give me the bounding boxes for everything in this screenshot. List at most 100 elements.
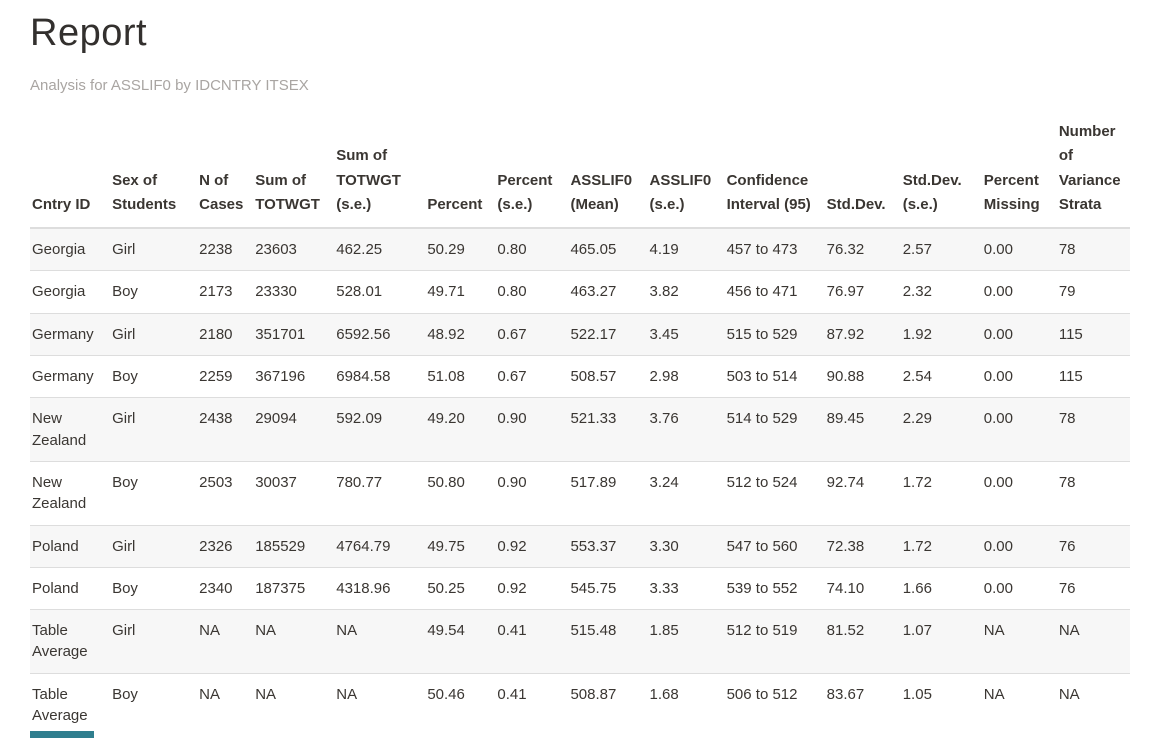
table-cell: 457 to 473 [724,227,825,271]
table-cell: 0.41 [495,672,569,737]
table-cell: 0.92 [495,524,569,568]
column-header: ASSLIF0 (Mean) [568,114,648,230]
table-cell: 539 to 552 [724,566,825,610]
table-cell: Girl [110,227,198,271]
table-cell: 0.80 [495,270,569,314]
table-cell: New Zealand [30,460,111,526]
table-cell: 0.00 [981,460,1057,526]
table-cell: 81.52 [824,609,901,674]
table-row: Georgia Boy 2173 23330 528.01 49.71 0.80 463.27… [30,270,1130,314]
table-cell: 0.00 [981,355,1057,398]
table-cell: Boy [110,355,198,398]
table-cell: Girl [110,312,198,356]
table-row: Table Average Boy NA NA NA 50.46 0.41 508.87 1.6… [30,672,1130,737]
table-cell: 1.07 [900,609,982,674]
table-cell: 87.92 [824,312,901,356]
table-cell: 521.33 [568,397,648,462]
table-cell: 2.57 [900,227,982,271]
table-cell: 0.67 [495,355,569,398]
table-cell: 506 to 512 [724,672,825,737]
table-cell: 76 [1056,524,1130,568]
column-header: Percent [425,114,496,230]
table-cell: NA [334,672,426,737]
table-cell: Poland [30,566,111,610]
table-cell: Germany [30,355,111,398]
table-cell: NA [981,672,1057,737]
table-row: Poland Girl 2326 185529 4764.79 49.75 0.92 553.… [30,524,1130,568]
table-row: Germany Girl 2180 351701 6592.56 48.92 0.67 522… [30,312,1130,356]
table-cell: 30037 [253,460,335,526]
table-cell: 351701 [253,312,335,356]
table-cell: 3.30 [647,524,725,568]
report-table: Cntry ID Sex of Students N of Cases Sum of … [30,114,1130,737]
table-cell: Girl [110,609,198,674]
table-cell: 23603 [253,227,335,271]
table-cell: Boy [110,566,198,610]
table-cell: 3.82 [647,270,725,314]
table-cell: NA [253,672,335,737]
table-cell: 6592.56 [334,312,426,356]
table-cell: 0.00 [981,270,1057,314]
table-cell: 0.00 [981,397,1057,462]
table-cell: 29094 [253,397,335,462]
table-row: Germany Boy 2259 367196 6984.58 51.08 0.67 508.… [30,355,1130,398]
table-cell: Georgia [30,270,111,314]
table-cell: 553.37 [568,524,648,568]
table-cell: 3.24 [647,460,725,526]
table-cell: 2259 [197,355,254,398]
table-cell: 4764.79 [334,524,426,568]
table-cell: 49.71 [425,270,496,314]
table-cell: NA [1056,672,1130,737]
table-cell: 3.33 [647,566,725,610]
table-cell: 0.80 [495,227,569,271]
table-cell: 0.00 [981,227,1057,271]
table-cell: 517.89 [568,460,648,526]
table-cell: 514 to 529 [724,397,825,462]
table-cell: 2238 [197,227,254,271]
table-cell: 2.54 [900,355,982,398]
column-header: Sum of TOTWGT (s.e.) [334,114,426,230]
column-header: Percent Missing [981,114,1057,230]
table-cell: 515 to 529 [724,312,825,356]
table-cell: 0.90 [495,460,569,526]
table-cell: 79 [1056,270,1130,314]
table-cell: 515.48 [568,609,648,674]
accent-bar-partial-element[interactable] [30,731,94,738]
table-cell: 6984.58 [334,355,426,398]
column-header: Std.Dev. [824,114,901,230]
table-cell: 2326 [197,524,254,568]
column-header: Sex of Students [110,114,198,230]
table-cell: 3.45 [647,312,725,356]
table-cell: 89.45 [824,397,901,462]
table-cell: 0.92 [495,566,569,610]
table-cell: 4318.96 [334,566,426,610]
table-cell: 2180 [197,312,254,356]
table-cell: NA [981,609,1057,674]
table-row: Table Average Girl NA NA NA 49.54 0.41 515.48 1.… [30,609,1130,674]
table-cell: 508.57 [568,355,648,398]
table-cell: 2340 [197,566,254,610]
table-cell: 2.98 [647,355,725,398]
table-cell: 3.76 [647,397,725,462]
table-cell: 187375 [253,566,335,610]
table-cell: 72.38 [824,524,901,568]
column-header: Sum of TOTWGT [253,114,335,230]
table-cell: NA [334,609,426,674]
table-cell: Girl [110,524,198,568]
table-cell: 90.88 [824,355,901,398]
table-row: New Zealand Boy 2503 30037 780.77 50.80 0.90 51… [30,460,1130,526]
table-cell: 78 [1056,227,1130,271]
table-cell: 0.00 [981,312,1057,356]
table-cell: 1.85 [647,609,725,674]
table-cell: 50.29 [425,227,496,271]
table-cell: 76.97 [824,270,901,314]
table-cell: 115 [1056,312,1130,356]
table-cell: 503 to 514 [724,355,825,398]
table-cell: 528.01 [334,270,426,314]
table-cell: Poland [30,524,111,568]
table-cell: 512 to 524 [724,460,825,526]
table-cell: 50.46 [425,672,496,737]
table-cell: 0.00 [981,524,1057,568]
table-cell: Germany [30,312,111,356]
column-header: Std.Dev. (s.e.) [900,114,982,230]
